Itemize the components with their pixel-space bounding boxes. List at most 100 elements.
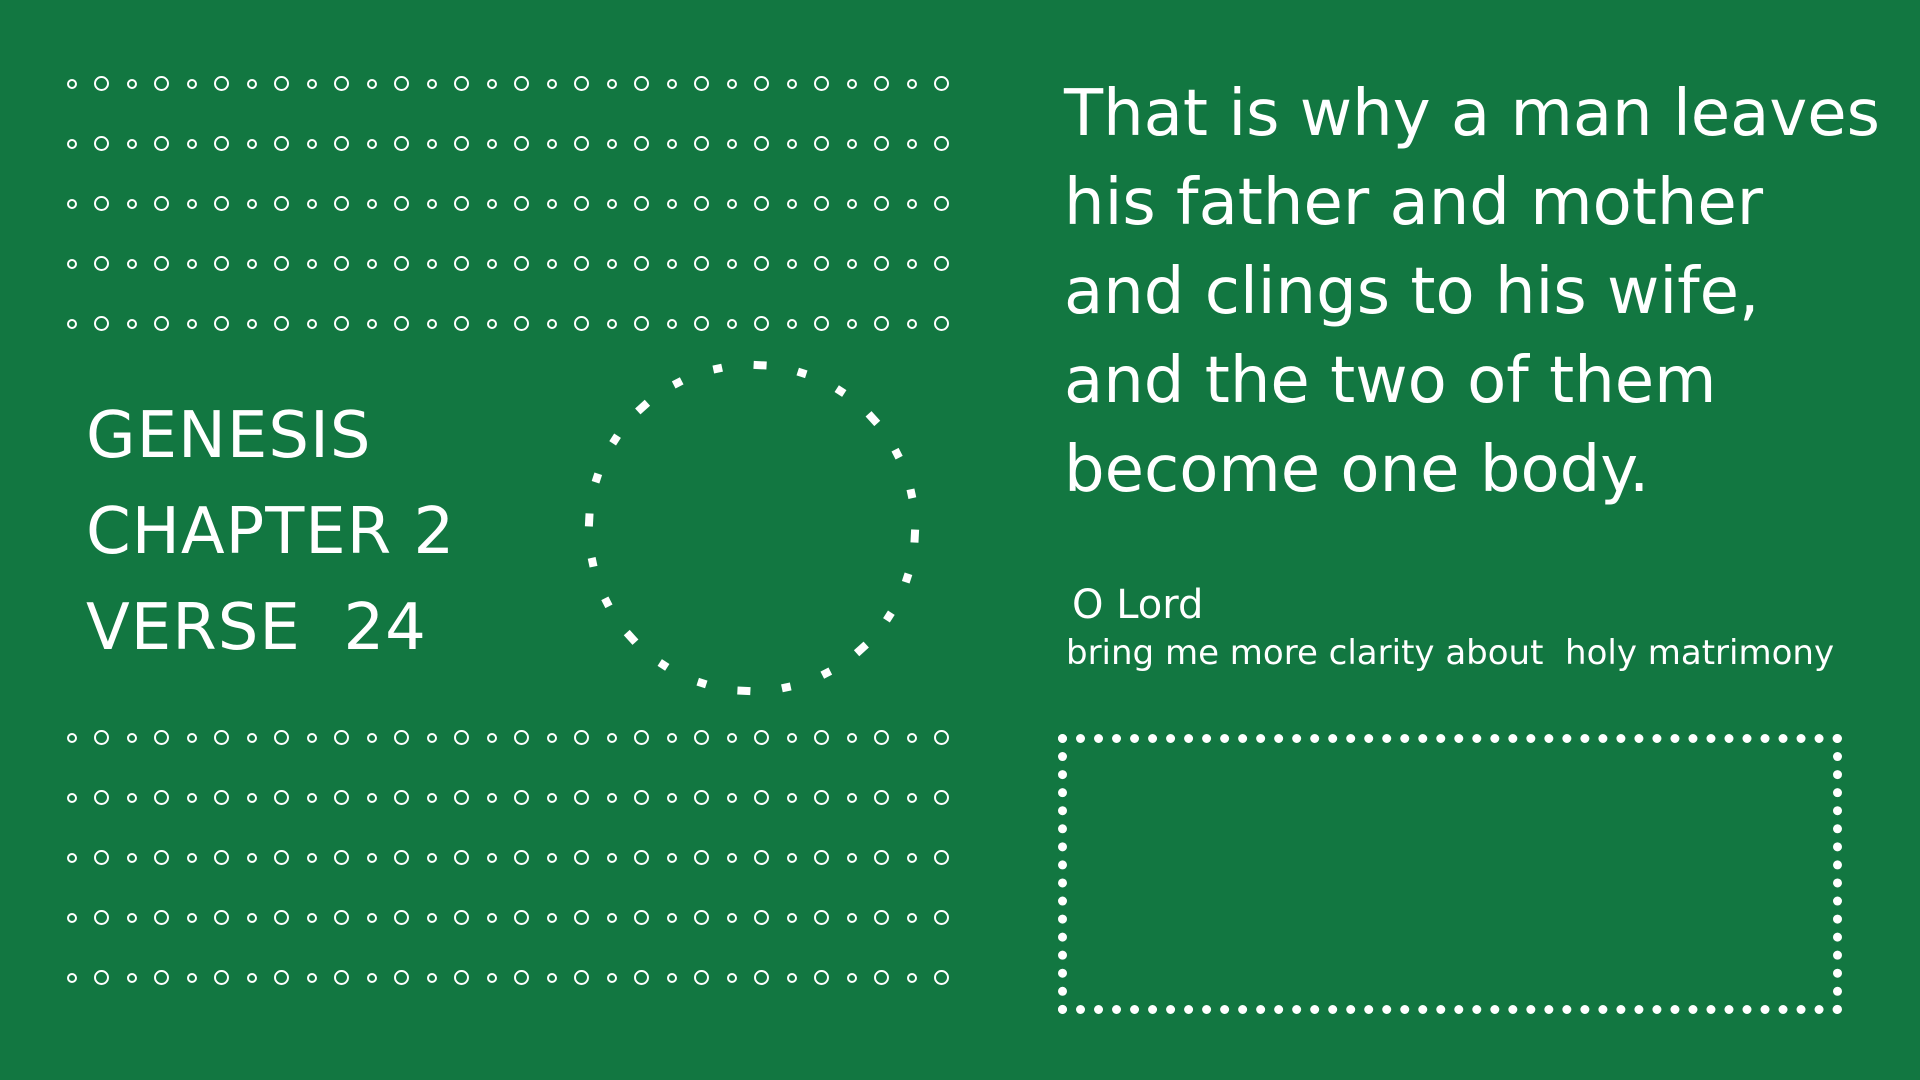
reference-verse: VERSE 24 [86, 591, 427, 665]
ring-icon [726, 78, 737, 89]
ring-icon [246, 792, 257, 803]
ring-icon [246, 972, 257, 983]
ring-icon [246, 198, 257, 209]
ring-icon [306, 198, 317, 209]
ring-icon [634, 850, 649, 865]
ring-icon [906, 198, 917, 209]
ring-icon [634, 790, 649, 805]
ring-icon [454, 730, 469, 745]
ring-icon [546, 792, 557, 803]
ring-icon [666, 318, 677, 329]
ring-icon [574, 76, 589, 91]
ring-icon [666, 912, 677, 923]
ring-icon [726, 198, 737, 209]
ring-icon [246, 258, 257, 269]
ring-icon [66, 852, 77, 863]
ring-icon [874, 730, 889, 745]
ring-icon [606, 972, 617, 983]
circle-dash [753, 360, 767, 370]
ring-icon [66, 972, 77, 983]
ring-icon [754, 790, 769, 805]
ring-icon [546, 138, 557, 149]
ring-icon [94, 316, 109, 331]
ring-icon [426, 78, 437, 89]
ring-icon [846, 792, 857, 803]
ring-icon [754, 256, 769, 271]
ring-icon [154, 850, 169, 865]
ring-icon [814, 136, 829, 151]
circle-dash [657, 659, 670, 671]
ring-icon [334, 970, 349, 985]
ring-icon [66, 258, 77, 269]
circle-dash [671, 377, 684, 389]
ring-icon [514, 256, 529, 271]
ring-icon [694, 730, 709, 745]
ring-icon [454, 316, 469, 331]
ring-icon [666, 258, 677, 269]
ring-icon [514, 196, 529, 211]
ring-icon [274, 910, 289, 925]
ring-icon [94, 196, 109, 211]
ring-icon [66, 912, 77, 923]
ring-icon [574, 316, 589, 331]
ring-icon [186, 732, 197, 743]
dot-row [64, 196, 960, 220]
ring-icon [126, 258, 137, 269]
ring-icon [634, 316, 649, 331]
ring-icon [514, 730, 529, 745]
ring-icon [274, 730, 289, 745]
ring-icon [66, 198, 77, 209]
circle-dash [853, 641, 869, 657]
ring-icon [874, 136, 889, 151]
dot-row [64, 76, 960, 100]
ring-icon [546, 912, 557, 923]
ring-icon [814, 970, 829, 985]
ring-icon [786, 198, 797, 209]
ring-icon [154, 196, 169, 211]
ring-icon [66, 792, 77, 803]
ring-icon [634, 970, 649, 985]
ring-icon [454, 850, 469, 865]
ring-icon [934, 970, 949, 985]
ring-icon [754, 136, 769, 151]
circle-dash [601, 596, 613, 609]
ring-icon [214, 850, 229, 865]
ring-icon [906, 912, 917, 923]
ring-icon [606, 732, 617, 743]
prayer-line: bring me more clarity about holy matrimo… [1066, 633, 1835, 673]
ring-icon [394, 970, 409, 985]
ring-icon [874, 76, 889, 91]
ring-icon [814, 256, 829, 271]
ring-icon [186, 852, 197, 863]
bottom-dot-pattern [64, 730, 960, 994]
ring-icon [574, 256, 589, 271]
ring-icon [546, 972, 557, 983]
ring-icon [154, 970, 169, 985]
ring-icon [126, 138, 137, 149]
ring-icon [874, 196, 889, 211]
circle-dash [865, 411, 881, 427]
ring-icon [426, 792, 437, 803]
ring-icon [334, 76, 349, 91]
ring-icon [334, 256, 349, 271]
ring-icon [814, 850, 829, 865]
ring-icon [154, 76, 169, 91]
ring-icon [214, 256, 229, 271]
circle-dash [591, 472, 603, 484]
ring-icon [454, 196, 469, 211]
ring-icon [454, 256, 469, 271]
ring-icon [666, 732, 677, 743]
ring-icon [94, 136, 109, 151]
ring-icon [514, 76, 529, 91]
circle-dash [820, 667, 833, 679]
ring-icon [754, 970, 769, 985]
ring-icon [126, 852, 137, 863]
ring-icon [786, 78, 797, 89]
ring-icon [366, 972, 377, 983]
ring-icon [486, 258, 497, 269]
ring-icon [394, 910, 409, 925]
ring-icon [394, 256, 409, 271]
ring-icon [906, 732, 917, 743]
ring-icon [486, 318, 497, 329]
ring-icon [334, 850, 349, 865]
